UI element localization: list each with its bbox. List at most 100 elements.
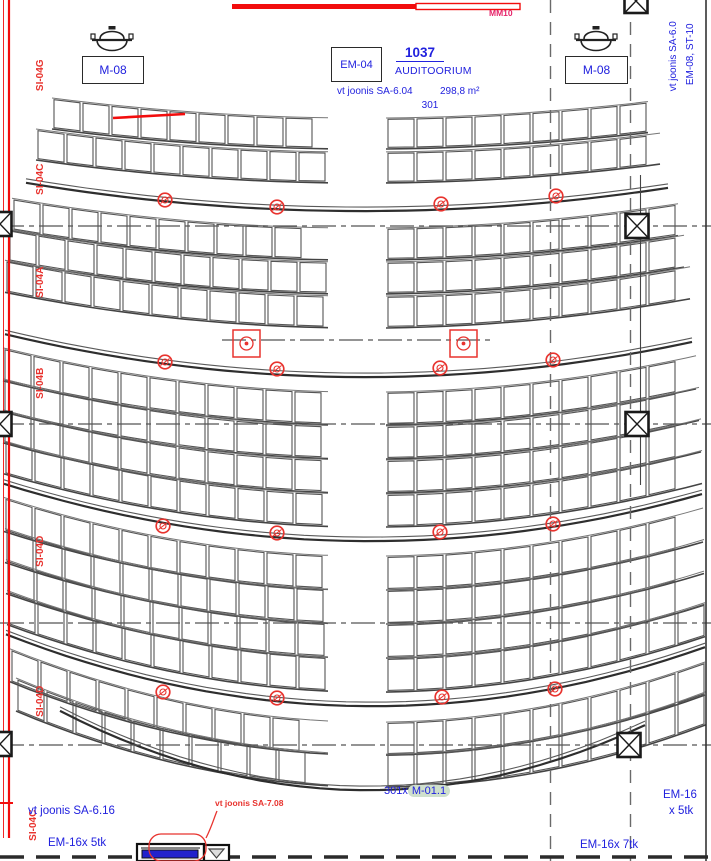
seat (416, 117, 444, 148)
seat (474, 583, 502, 619)
seat (445, 225, 473, 258)
detector-icon (545, 516, 561, 532)
columns (0, 0, 650, 759)
seat (416, 720, 444, 754)
seat (590, 404, 618, 441)
room-area: 298,8 m² (440, 86, 480, 97)
seat (211, 147, 239, 179)
seat (153, 634, 181, 673)
seat (209, 578, 237, 615)
detector-icon (432, 360, 448, 376)
seat (561, 697, 589, 735)
seat (294, 391, 322, 424)
seat (416, 656, 444, 691)
detector-icon (157, 192, 173, 208)
seat (236, 454, 264, 488)
seat (179, 480, 207, 516)
seat (67, 240, 95, 275)
seat (561, 108, 589, 141)
note-em16-7: EM-16x 7tk (580, 839, 639, 851)
seat (648, 361, 676, 398)
m08-tag-right: M-08 (565, 56, 628, 84)
seat (207, 417, 235, 452)
red-callout-outline (148, 833, 207, 861)
seat (619, 274, 647, 310)
seat (503, 646, 531, 683)
em04-label: EM-04 (340, 58, 373, 71)
seat (267, 294, 295, 326)
seat (178, 447, 206, 483)
seat-row (11, 197, 679, 261)
seat (207, 451, 235, 486)
seat (648, 237, 676, 272)
seat-count: 301x (384, 785, 408, 797)
seat-row (2, 378, 700, 460)
seat (503, 383, 531, 418)
floor-device (135, 810, 231, 861)
seat (198, 113, 226, 144)
seat (100, 212, 128, 246)
seat (123, 595, 151, 634)
seat (416, 492, 444, 526)
seat (416, 554, 444, 589)
seat (150, 475, 178, 512)
seat (387, 392, 415, 424)
seat (237, 549, 265, 585)
seat (296, 588, 324, 622)
seat (179, 541, 207, 578)
seat (220, 740, 248, 777)
seat (532, 608, 560, 645)
seat (474, 650, 502, 686)
seat (149, 442, 177, 479)
seat (216, 223, 244, 256)
seat-row (35, 128, 661, 184)
seat (120, 437, 148, 474)
seat (445, 586, 473, 621)
seat (561, 476, 589, 512)
seat (236, 420, 264, 455)
seat (183, 254, 211, 287)
seat (270, 260, 298, 292)
walkway-edges (3, 178, 706, 792)
seat (91, 399, 119, 436)
seat (416, 622, 444, 657)
seat (503, 417, 531, 452)
m08-left-label: M-08 (99, 63, 127, 77)
seat (503, 113, 531, 145)
seat (158, 218, 186, 252)
seat (561, 376, 589, 412)
mm10-label: MM10 (489, 8, 513, 18)
seat (178, 381, 206, 416)
seat (416, 227, 444, 259)
seat (387, 494, 415, 526)
seat (278, 749, 306, 784)
seat (120, 372, 148, 409)
seat (648, 270, 676, 305)
seat (445, 150, 473, 181)
seat (121, 529, 149, 568)
seat (111, 105, 139, 138)
seat (285, 117, 313, 148)
detector-icon (269, 199, 285, 215)
seat (532, 413, 560, 449)
seat (503, 221, 531, 255)
seat (122, 280, 150, 315)
seat (474, 420, 502, 455)
seat (62, 362, 90, 399)
column-icon (624, 212, 650, 240)
seat (387, 722, 415, 755)
seat (239, 616, 267, 652)
seat (294, 425, 322, 458)
seat (474, 746, 502, 781)
seat (503, 545, 531, 582)
seat (46, 691, 74, 733)
column-icon (0, 730, 13, 758)
equipment (90, 26, 618, 52)
seat (162, 728, 190, 766)
seat (91, 367, 119, 404)
seat (62, 425, 90, 463)
seat (590, 628, 618, 668)
seat (169, 111, 197, 143)
